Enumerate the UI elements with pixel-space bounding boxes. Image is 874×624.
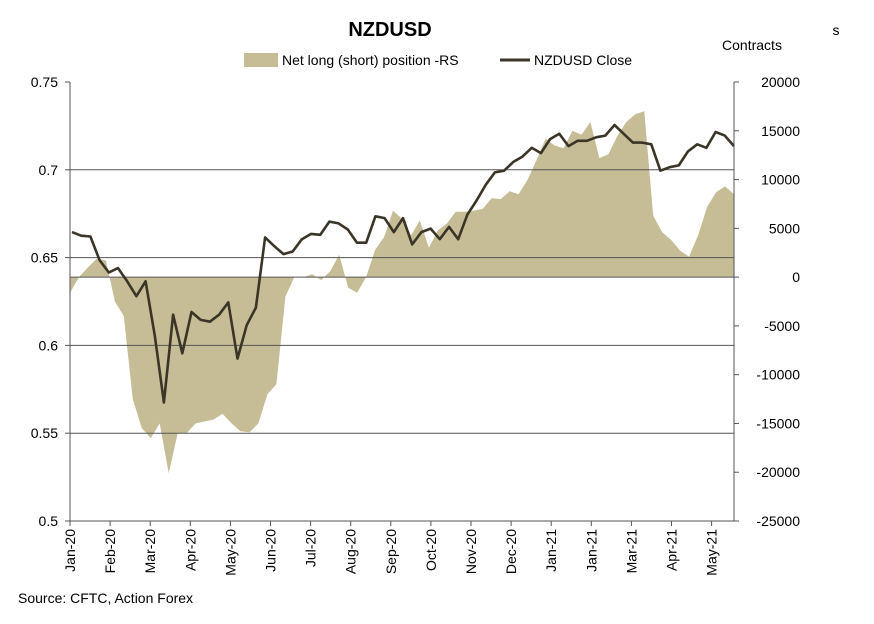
left-tick-label: 0.7 bbox=[39, 162, 59, 178]
x-tick-label: Nov-20 bbox=[463, 529, 479, 574]
x-tick-label: Jan-20 bbox=[62, 529, 78, 572]
left-tick-label: 0.55 bbox=[31, 425, 58, 441]
right-axis-ticks: 20000 15000 10000 5000 0 -5000 -10000 -15000 -20… bbox=[734, 74, 800, 529]
right-tick-label: -20000 bbox=[756, 464, 800, 480]
x-tick-label: Jan-21 bbox=[583, 529, 599, 572]
legend-area-swatch bbox=[244, 53, 278, 67]
corner-fragment: s bbox=[833, 22, 840, 38]
right-tick-label: -10000 bbox=[756, 367, 800, 383]
x-tick-label: May-20 bbox=[222, 529, 238, 576]
left-axis-ticks: 0.75 0.7 0.65 0.6 0.55 0.5 bbox=[31, 74, 70, 529]
right-axis-label: Contracts bbox=[722, 37, 782, 53]
right-tick-label: -5000 bbox=[764, 318, 800, 334]
x-tick-label: Sep-20 bbox=[383, 529, 399, 574]
chart-title: NZDUSD bbox=[348, 19, 431, 41]
left-tick-label: 0.65 bbox=[31, 250, 58, 266]
x-tick-label: Aug-20 bbox=[343, 529, 359, 574]
right-tick-label: 10000 bbox=[761, 172, 800, 188]
left-tick-label: 0.75 bbox=[31, 74, 58, 90]
right-tick-label: 20000 bbox=[761, 74, 800, 90]
x-tick-label: Mar-20 bbox=[142, 529, 158, 574]
x-axis-ticks: Jan-20 Feb-20 Mar-20 Apr-20 May-20 Jun-20 Jul-… bbox=[62, 521, 720, 576]
legend-line-label: NZDUSD Close bbox=[534, 52, 632, 68]
legend: Net long (short) position -RS NZDUSD Clo… bbox=[244, 52, 632, 68]
line-layer bbox=[71, 123, 735, 404]
nzdusd-close-line bbox=[71, 123, 735, 404]
legend-area-label: Net long (short) position -RS bbox=[282, 52, 459, 68]
right-tick-label: 15000 bbox=[761, 123, 800, 139]
x-tick-label: Jan-21 bbox=[543, 529, 559, 572]
x-tick-label: May-21 bbox=[704, 529, 720, 576]
axes bbox=[69, 82, 735, 522]
area-layer bbox=[70, 111, 734, 474]
x-tick-label: Feb-20 bbox=[102, 529, 118, 574]
x-tick-label: Apr-21 bbox=[664, 529, 680, 571]
right-tick-label: -25000 bbox=[756, 513, 800, 529]
x-tick-label: Oct-20 bbox=[423, 529, 439, 571]
source-note: Source: CFTC, Action Forex bbox=[18, 590, 193, 606]
x-tick-label: Jun-20 bbox=[263, 529, 279, 572]
x-tick-label: Apr-20 bbox=[182, 529, 198, 571]
x-tick-label: Dec-20 bbox=[503, 529, 519, 574]
x-tick-label: Jul-20 bbox=[303, 529, 319, 567]
x-tick-label: Mar-21 bbox=[623, 529, 639, 574]
left-tick-label: 0.5 bbox=[39, 513, 59, 529]
right-tick-label: 0 bbox=[792, 269, 800, 285]
right-tick-label: 5000 bbox=[769, 220, 800, 236]
right-tick-label: -15000 bbox=[756, 415, 800, 431]
net-position-area bbox=[70, 111, 734, 474]
left-tick-label: 0.6 bbox=[39, 337, 59, 353]
